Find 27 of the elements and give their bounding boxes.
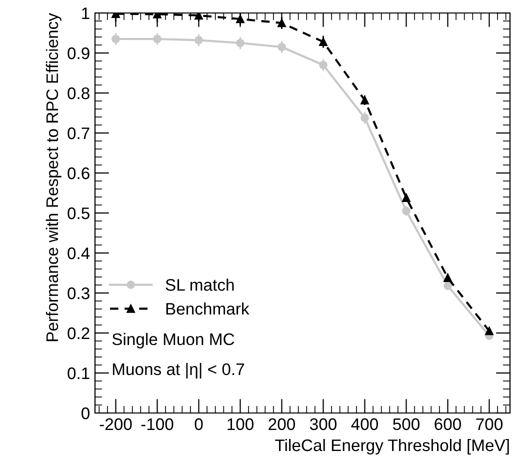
x-tick-label: 0: [194, 418, 203, 430]
y-tick-label: 0.9: [68, 47, 90, 60]
x-tick-label: 600: [434, 418, 462, 430]
y-tick-label: 0.7: [68, 127, 90, 140]
y-tick-label: 0.3: [68, 287, 90, 300]
x-tick-label: 400: [351, 418, 378, 430]
y-tick-label: 0.8: [68, 87, 90, 100]
annotation: Single Muon MC: [112, 332, 234, 348]
y-tick-label: 1: [82, 8, 90, 20]
y-tick-label: 0: [82, 407, 90, 420]
x-tick-label: 300: [310, 418, 337, 430]
x-tick-label: 700: [476, 418, 503, 430]
y-axis-title: Performance with Respect to RPC Efficiency: [46, 13, 62, 342]
x-tick-label: 100: [228, 418, 254, 430]
x-tick-label: 200: [268, 418, 296, 430]
y-tick-label: 0.1: [68, 367, 90, 380]
annotation: Muons at |η| < 0.7: [112, 362, 244, 379]
y-tick-label: 0.5: [68, 207, 90, 220]
y-tick-label: 0.2: [68, 327, 90, 340]
y-tick-label: 0.6: [68, 167, 90, 180]
y-tick-label: 0.4: [68, 247, 90, 260]
x-axis-title: TileCal Energy Threshold [MeV]: [275, 438, 509, 454]
legend-label: Benchmark: [166, 302, 250, 315]
legend-label: SL match: [166, 278, 234, 291]
x-tick-label: 500: [393, 418, 420, 430]
x-tick-label: -200: [100, 418, 132, 430]
x-tick-label: -100: [141, 418, 174, 430]
